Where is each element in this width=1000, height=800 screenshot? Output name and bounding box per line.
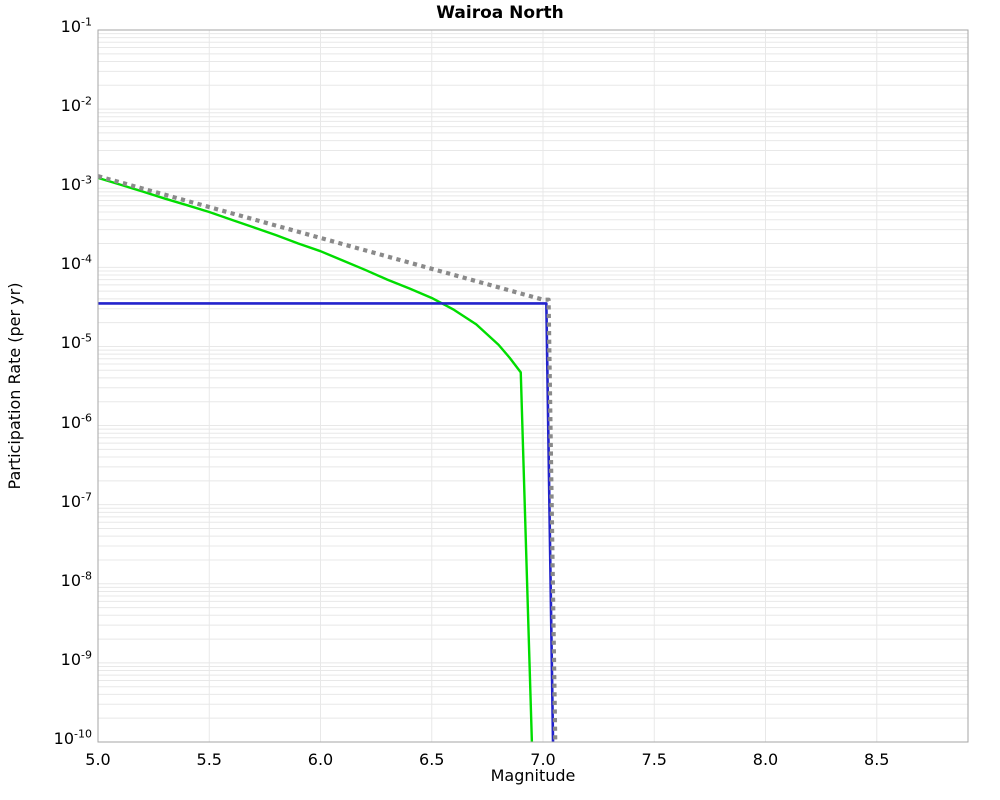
y-tick-label: 10-1 bbox=[60, 15, 92, 36]
x-tick-label: 5.0 bbox=[85, 750, 111, 769]
x-tick-label: 8.5 bbox=[864, 750, 890, 769]
y-tick-label: 10-8 bbox=[60, 569, 92, 590]
y-tick-label: 10-7 bbox=[60, 490, 92, 511]
plot-background bbox=[98, 30, 968, 742]
y-axis-label: Participation Rate (per yr) bbox=[5, 282, 24, 490]
y-tick-label: 10-6 bbox=[60, 411, 92, 432]
x-axis-label: Magnitude bbox=[490, 766, 576, 785]
series-blue-line bbox=[98, 302, 555, 742]
series-green-line bbox=[98, 176, 534, 742]
plot-border bbox=[97, 29, 969, 743]
y-tick-label: 10-5 bbox=[60, 332, 92, 353]
y-tick-label: 10-2 bbox=[60, 94, 92, 116]
x-tick-label: 7.0 bbox=[530, 750, 556, 769]
x-tick-label: 7.5 bbox=[641, 750, 667, 769]
x-tick-label: 6.5 bbox=[419, 750, 445, 769]
x-tick-label: 5.5 bbox=[196, 750, 222, 769]
y-tick-label: 10-9 bbox=[60, 648, 92, 669]
y-tick-label: 10-3 bbox=[60, 173, 92, 195]
chart-title: Wairoa North bbox=[436, 3, 564, 23]
x-tick-label: 8.0 bbox=[752, 750, 779, 769]
series-dotted-gray-line bbox=[98, 174, 558, 742]
x-tick-label: 6.0 bbox=[307, 750, 334, 769]
y-tick-label: 10-10 bbox=[53, 727, 92, 748]
y-tick-label: 10-4 bbox=[60, 253, 92, 274]
